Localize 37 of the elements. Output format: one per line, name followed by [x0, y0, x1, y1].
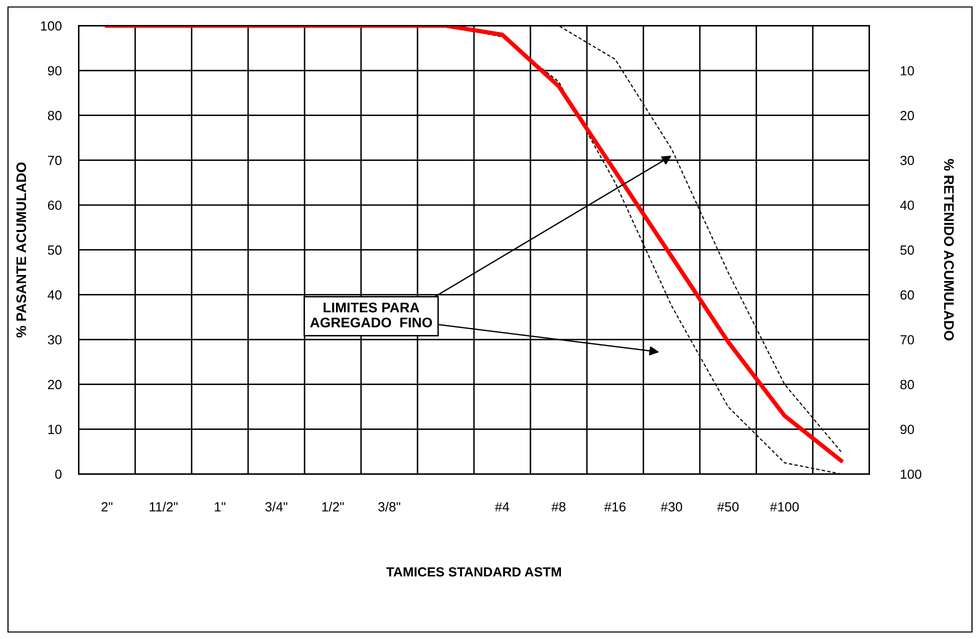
y-tick-label: 0: [55, 470, 62, 479]
y-tick-label: 50: [48, 245, 62, 255]
y-tick-label: 80: [48, 110, 62, 120]
y2-tick-label: 10: [900, 66, 914, 76]
x-axis-title: TAMICES STANDARD ASTM: [386, 567, 561, 577]
x-tick-label: #4: [494, 502, 510, 512]
x-tick-label: 3/4": [265, 502, 288, 512]
y2-tick-label: 20: [900, 110, 914, 120]
y-tick-label: 20: [48, 380, 62, 390]
y-tick-label: 60: [48, 200, 62, 210]
x-tick-label: #8: [551, 502, 566, 512]
x-tick-label: 3/8": [378, 502, 400, 512]
x-tick-label: #16: [604, 502, 626, 512]
y2-tick-label: 60: [900, 290, 914, 300]
x-tick-label: 1/2": [322, 502, 344, 512]
y2-tick-label: 30: [900, 156, 914, 166]
y2-tick-label: 40: [900, 200, 914, 210]
y-tick-label: 10: [48, 424, 62, 434]
y2-tick-label: 90: [900, 424, 914, 434]
y-tick-label: 100: [41, 21, 62, 31]
x-tick-label: 1": [214, 502, 226, 512]
annotation: LIMITES PARA AGREGADO FINO: [310, 302, 432, 328]
y2-axis-title: % RETENIDO ACUMULADO: [944, 159, 954, 340]
y-tick-label: 70: [48, 156, 62, 166]
y2-tick-label: 100: [900, 470, 922, 479]
y2-tick-label: 50: [900, 245, 914, 255]
y-tick-label: 40: [48, 290, 62, 300]
y-tick-label: 30: [48, 335, 62, 344]
x-tick-label: #50: [717, 502, 739, 512]
y2-tick-label: 70: [900, 335, 914, 344]
y2-tick-label: 80: [900, 380, 914, 390]
x-tick-label: #100: [770, 502, 799, 512]
y-tick-label: 90: [48, 66, 62, 76]
x-tick-label: #30: [660, 502, 682, 512]
y-axis-title: % PASANTE ACUMULADO: [16, 162, 26, 338]
x-tick-label: 2": [102, 502, 112, 512]
x-tick-label: 11/2": [150, 502, 178, 512]
